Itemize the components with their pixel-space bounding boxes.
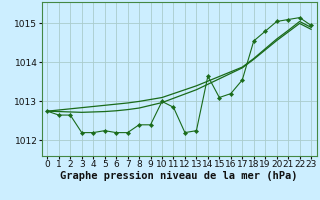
X-axis label: Graphe pression niveau de la mer (hPa): Graphe pression niveau de la mer (hPa) (60, 171, 298, 181)
